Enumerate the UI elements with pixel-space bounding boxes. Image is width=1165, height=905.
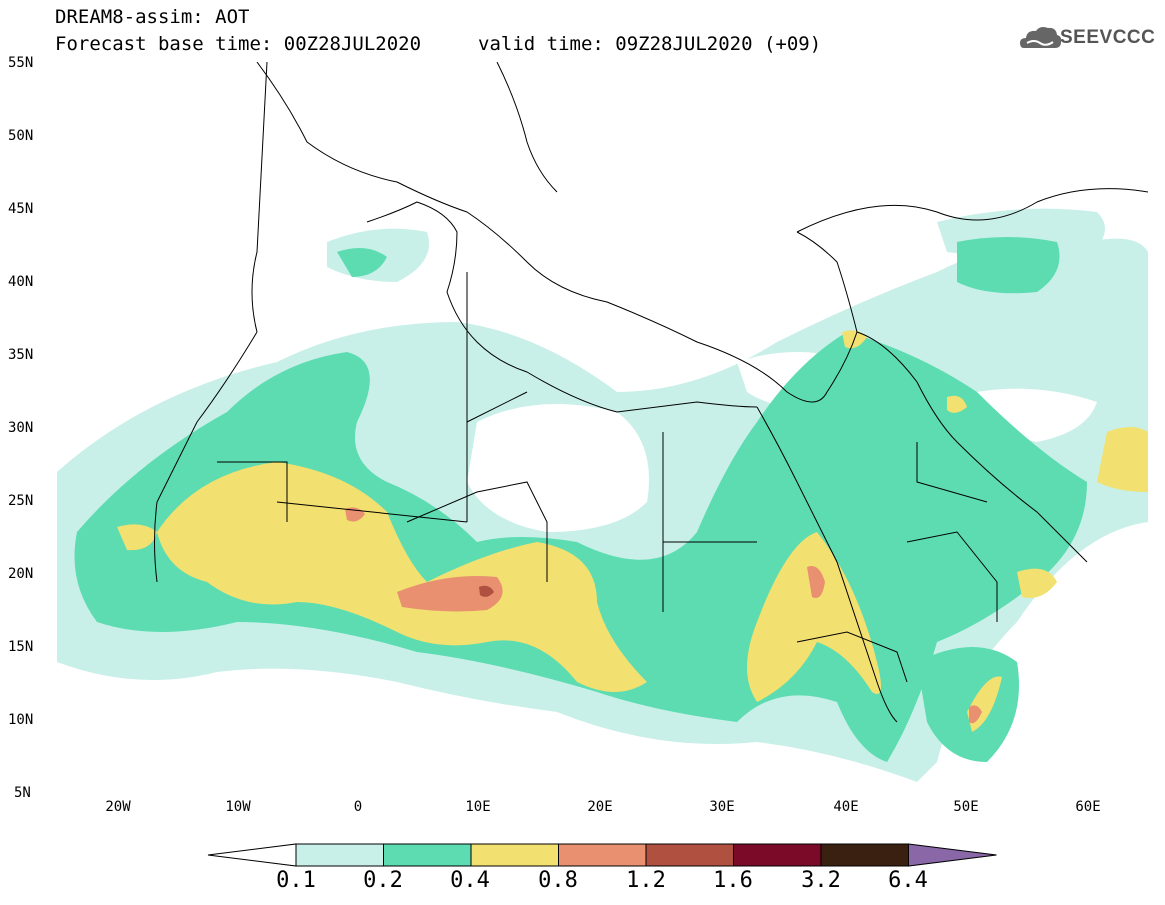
lon-label: 60E — [1075, 799, 1101, 815]
lat-label: 15N — [8, 639, 34, 655]
lat-label: 20N — [8, 566, 34, 582]
colorbar-label: 0.1 — [276, 868, 316, 893]
aot-contour-1.2 — [479, 585, 494, 597]
aot-contour-0.4 — [157, 462, 647, 692]
lat-label: 45N — [8, 201, 34, 217]
colorbar-over-arrow — [908, 843, 997, 867]
logo-text: SEEVCCC — [1060, 27, 1156, 48]
colorbar-label: 6.4 — [888, 868, 928, 893]
colorbar-label: 0.4 — [450, 868, 490, 893]
lat-label: 50N — [8, 128, 34, 144]
forecast-base-time: Forecast base time: 00Z28JUL2020 — [55, 33, 422, 55]
colorbar-cell — [733, 843, 822, 867]
colorbar-label: 0.2 — [363, 868, 403, 893]
colorbar-cell — [383, 843, 472, 867]
colorbar-cell — [645, 843, 734, 867]
colorbar-under-arrow — [207, 843, 297, 867]
lon-label: 10W — [225, 799, 251, 815]
aot-contour-0.8 — [397, 576, 503, 612]
colorbar-cell — [558, 843, 647, 867]
colorbar-label: 1.2 — [626, 868, 666, 893]
colorbar-label: 1.6 — [713, 868, 753, 893]
lon-label: 30E — [709, 799, 735, 815]
lon-label: 10E — [465, 799, 491, 815]
cloud-logo-icon — [1020, 27, 1062, 48]
lon-label: 0 — [353, 799, 363, 815]
colorbar-cell — [470, 843, 559, 867]
lat-label: 5N — [14, 785, 31, 801]
lon-label: 40E — [833, 799, 859, 815]
colorbar-label: 0.8 — [538, 868, 578, 893]
colorbar-cell — [295, 843, 384, 867]
colorbar-label: 3.2 — [801, 868, 841, 893]
chart-title: DREAM8-assim: AOT — [55, 6, 250, 28]
lat-label: 55N — [8, 55, 34, 71]
lon-label: 20W — [105, 799, 131, 815]
aot-map — [57, 62, 1148, 794]
lat-label: 35N — [8, 347, 34, 363]
lon-label: 20E — [587, 799, 613, 815]
lat-label: 40N — [8, 274, 34, 290]
lat-label: 10N — [8, 712, 34, 728]
lon-label: 50E — [953, 799, 979, 815]
valid-time: valid time: 09Z28JUL2020 (+09) — [478, 33, 822, 55]
lat-label: 25N — [8, 493, 34, 509]
colorbar-cell — [820, 843, 909, 867]
aot-contour-0.2 — [74, 332, 1087, 762]
lat-label: 30N — [8, 420, 34, 436]
